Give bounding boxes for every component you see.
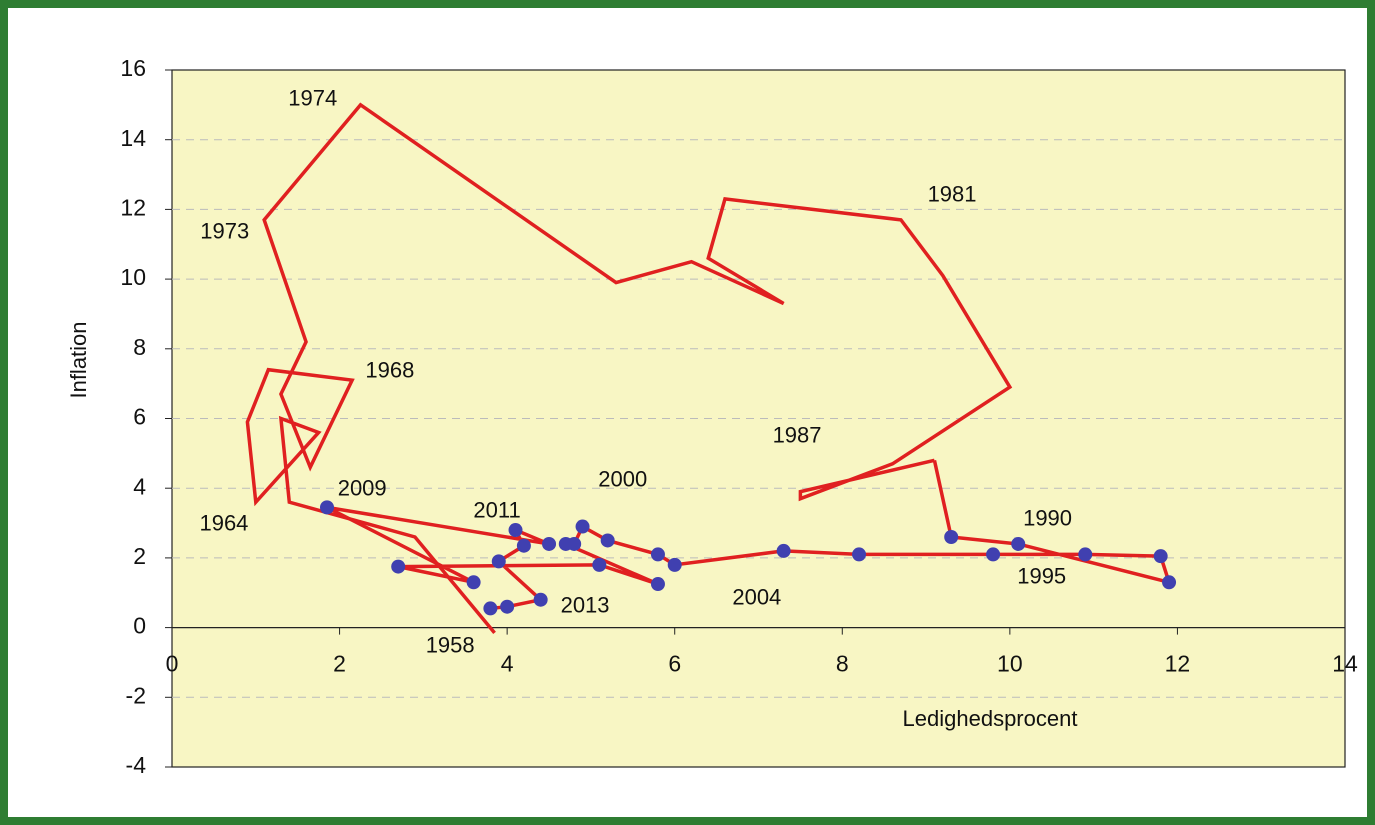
- annotation: 1981: [928, 181, 977, 206]
- point: [1153, 549, 1168, 564]
- y-tick-label: 6: [133, 404, 146, 430]
- point: [592, 557, 607, 572]
- point: [600, 533, 615, 548]
- annotation: 1964: [199, 510, 248, 535]
- point: [320, 500, 335, 515]
- y-tick-label: 8: [133, 334, 146, 360]
- annotation: 1958: [426, 633, 475, 658]
- point: [650, 577, 665, 592]
- annotation: 1990: [1023, 505, 1072, 530]
- annotation: 2004: [732, 584, 781, 609]
- y-tick-label: -2: [126, 682, 146, 708]
- x-axis-label: Ledighedsprocent: [903, 706, 1078, 731]
- y-tick-label: -4: [126, 752, 147, 778]
- point: [1078, 547, 1093, 562]
- point: [391, 559, 406, 574]
- y-tick-label: 10: [120, 264, 146, 290]
- point: [575, 519, 590, 534]
- point: [542, 536, 557, 551]
- point: [1162, 575, 1177, 590]
- y-tick-label: 16: [120, 55, 146, 81]
- y-tick-label: 0: [133, 613, 146, 639]
- annotation: 1974: [288, 85, 337, 110]
- plot-area: [171, 69, 1346, 768]
- point: [852, 547, 867, 562]
- annotation: 1968: [365, 357, 414, 382]
- x-tick-label: 12: [1165, 651, 1191, 677]
- annotation: 1995: [1017, 564, 1066, 589]
- point: [667, 557, 682, 572]
- connector: [932, 459, 953, 538]
- point: [776, 543, 791, 558]
- series-line: [245, 102, 1013, 634]
- point: [1011, 536, 1026, 551]
- x-tick-label: 8: [836, 651, 849, 677]
- point: [466, 575, 481, 590]
- x-tick-label: 6: [668, 651, 681, 677]
- annotation: 2009: [338, 475, 387, 500]
- annotation: 2000: [598, 466, 647, 491]
- annotation: 1987: [773, 422, 822, 447]
- x-tick-label: 4: [501, 651, 514, 677]
- point: [508, 523, 523, 538]
- annotation: 2013: [561, 593, 610, 618]
- y-tick-label: 14: [120, 125, 146, 151]
- annotation: 2011: [473, 497, 520, 522]
- x-tick-label: 14: [1332, 651, 1358, 677]
- y-tick-label: 2: [133, 543, 146, 569]
- point: [650, 547, 665, 562]
- point: [986, 547, 1001, 562]
- point: [500, 599, 515, 614]
- x-tick-label: 2: [333, 651, 346, 677]
- y-tick-label: 4: [133, 473, 146, 499]
- y-axis-label: Inflation: [66, 321, 91, 398]
- x-tick-label: 10: [997, 651, 1023, 677]
- x-tick-label: 0: [166, 651, 179, 677]
- point: [491, 554, 506, 569]
- point: [558, 536, 573, 551]
- point: [944, 529, 959, 544]
- point: [533, 592, 548, 607]
- y-tick-label: 12: [120, 194, 146, 220]
- annotation: 1973: [200, 219, 249, 244]
- point: [516, 538, 531, 553]
- point: [483, 601, 498, 616]
